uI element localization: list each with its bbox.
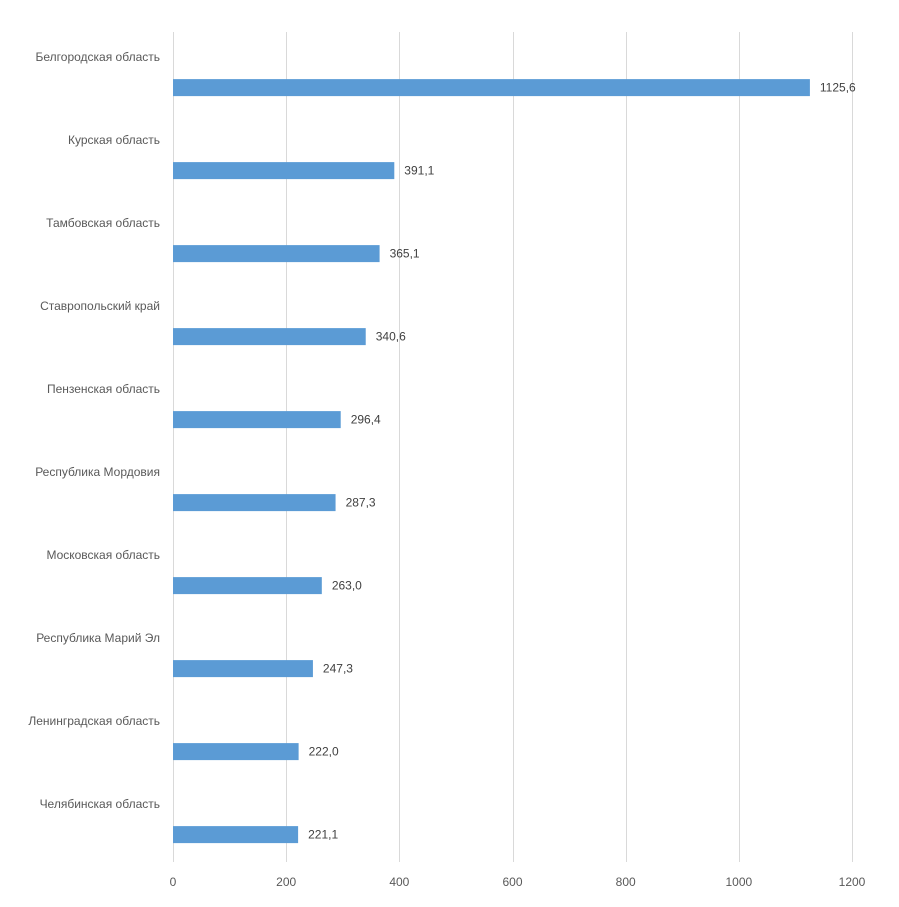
data-label-4: 340,6 xyxy=(376,330,406,344)
x-axis-tick-labels: 0 200 400 600 800 1000 1200 xyxy=(170,875,866,889)
bar-9 xyxy=(173,743,299,761)
x-tick-label-1000: 1000 xyxy=(725,875,752,889)
bar-7 xyxy=(173,577,322,595)
grid-layer xyxy=(173,32,853,862)
x-tick-label-0: 0 xyxy=(170,875,177,889)
category-label-3: Тамбовская область xyxy=(46,216,160,230)
bar-3 xyxy=(173,245,380,263)
category-label-8: Республика Марий Эл xyxy=(36,631,160,645)
category-label-2: Курская область xyxy=(68,133,160,147)
bar-8 xyxy=(173,660,313,678)
category-label-1: Белгородская область xyxy=(36,50,160,64)
category-label-9: Ленинградская область xyxy=(28,714,160,728)
x-tick-label-200: 200 xyxy=(276,875,296,889)
x-tick-label-400: 400 xyxy=(389,875,409,889)
data-label-2: 391,1 xyxy=(404,164,434,178)
bar-4 xyxy=(173,328,366,346)
bar-5 xyxy=(173,411,341,429)
data-label-3: 365,1 xyxy=(390,247,420,261)
data-label-9: 222,0 xyxy=(309,745,339,759)
bar-1 xyxy=(173,79,810,97)
category-label-6: Республика Мордовия xyxy=(35,465,160,479)
category-label-7: Московская область xyxy=(46,548,160,562)
category-label-4: Ставропольский край xyxy=(40,299,160,313)
bar-2 xyxy=(173,162,395,180)
data-label-1: 1125,6 xyxy=(820,81,856,95)
data-label-8: 247,3 xyxy=(323,662,353,676)
x-tick-label-1200: 1200 xyxy=(839,875,866,889)
data-labels: 1125,6 391,1 365,1 340,6 296,4 287,3 263,0 247,… xyxy=(308,81,856,842)
category-label-10: Челябинская область xyxy=(40,797,160,811)
x-tick-label-600: 600 xyxy=(502,875,522,889)
category-labels: Белгородская область Курская область Тамбо… xyxy=(28,50,160,811)
x-tick-label-800: 800 xyxy=(616,875,636,889)
bars-layer xyxy=(173,79,810,844)
category-label-5: Пензенская область xyxy=(47,382,160,396)
data-label-10: 221,1 xyxy=(308,828,338,842)
bar-6 xyxy=(173,494,336,512)
data-label-7: 263,0 xyxy=(332,579,362,593)
data-label-6: 287,3 xyxy=(346,496,376,510)
bar-10 xyxy=(173,826,299,844)
data-label-5: 296,4 xyxy=(351,413,381,427)
